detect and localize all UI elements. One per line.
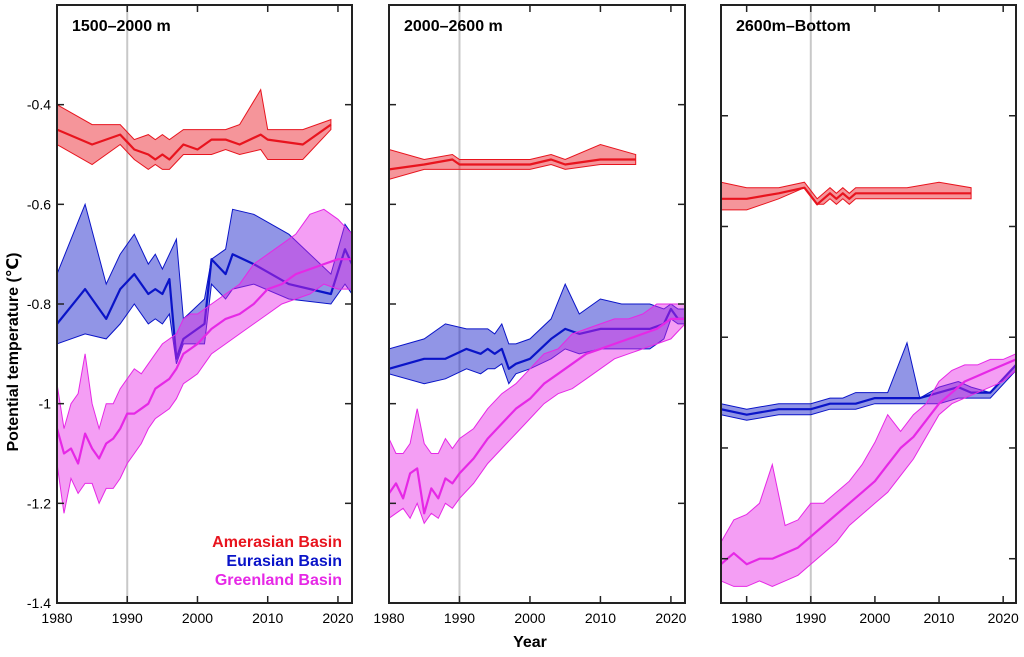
panel-2: 1980 1990 2000 2010 2020 2000–2600 m	[373, 4, 687, 626]
x-tick-label: 2020	[322, 610, 353, 626]
y-tick-label: -1	[39, 396, 52, 412]
eurasian-basin-mean-line	[57, 248, 352, 360]
y-tick-label: -0.4	[27, 97, 51, 113]
y-tick-label: -1.4	[27, 595, 51, 611]
panel-1: 1980 1990 2000 2010 2020 -1.4 -1.2 -1 -0.8 -0.6 -0…	[27, 4, 354, 626]
x-tick-label: 2020	[655, 610, 686, 626]
x-axis-label: Year	[513, 634, 547, 651]
legend-amerasian-basin: Amerasian Basin	[212, 534, 342, 551]
panel-title: 2000–2600 m	[404, 18, 503, 35]
x-tick-label: 2010	[252, 610, 283, 626]
y-axis-label: Potential temperature (℃)	[5, 253, 22, 452]
y-tick-label: -0.8	[27, 296, 51, 312]
greenland-basin-mean-line	[57, 258, 352, 465]
greenland-basin-mean-line	[721, 358, 1016, 566]
x-tick-label: 2000	[859, 610, 890, 626]
panels: 1980 1990 2000 2010 2020 -1.4 -1.2 -1 -0.8 -0.6 -0…	[27, 4, 1019, 626]
panel-3: 1980 1990 2000 2010 2020 2600m–Bottom	[720, 4, 1019, 626]
greenland-basin-band	[57, 208, 352, 514]
y-tick-label: -1.2	[27, 495, 51, 511]
series-layer	[57, 88, 352, 514]
axes-frame	[720, 4, 1017, 604]
series-layer	[389, 143, 685, 525]
series-layer	[721, 181, 1016, 587]
eurasian-basin-band	[389, 282, 685, 385]
x-tick-label: 1990	[112, 610, 143, 626]
x-tick-label: 1980	[731, 610, 762, 626]
greenland-basin-mean-line	[389, 317, 685, 515]
x-tick-label: 2000	[514, 610, 545, 626]
x-tick-label: 2010	[585, 610, 616, 626]
amerasian-basin-band	[57, 88, 332, 171]
x-tick-label: 2010	[923, 610, 954, 626]
amerasian-basin-mean-line	[721, 186, 972, 206]
greenland-basin-band	[721, 353, 1016, 587]
panel-title: 2600m–Bottom	[736, 18, 851, 35]
panel-title: 1500–2000 m	[72, 18, 171, 35]
legend: Amerasian Basin Eurasian Basin Greenland B…	[212, 534, 342, 589]
x-tick-label: 1990	[795, 610, 826, 626]
x-tick-label: 1990	[444, 610, 475, 626]
legend-eurasian-basin: Eurasian Basin	[226, 553, 342, 570]
x-tick-label: 2000	[182, 610, 213, 626]
amerasian-basin-mean-line	[389, 158, 636, 171]
legend-greenland-basin: Greenland Basin	[215, 572, 342, 589]
x-tick-label: 2020	[988, 610, 1019, 626]
eurasian-basin-mean-line	[389, 307, 685, 370]
eurasian-basin-mean-line	[721, 364, 1016, 416]
amerasian-basin-mean-line	[57, 123, 332, 161]
y-tick-label: -0.6	[27, 196, 51, 212]
eurasian-basin-band	[57, 202, 352, 364]
x-tick-label: 1980	[41, 610, 72, 626]
amerasian-basin-band	[389, 143, 637, 180]
x-tick-label: 1980	[373, 610, 404, 626]
